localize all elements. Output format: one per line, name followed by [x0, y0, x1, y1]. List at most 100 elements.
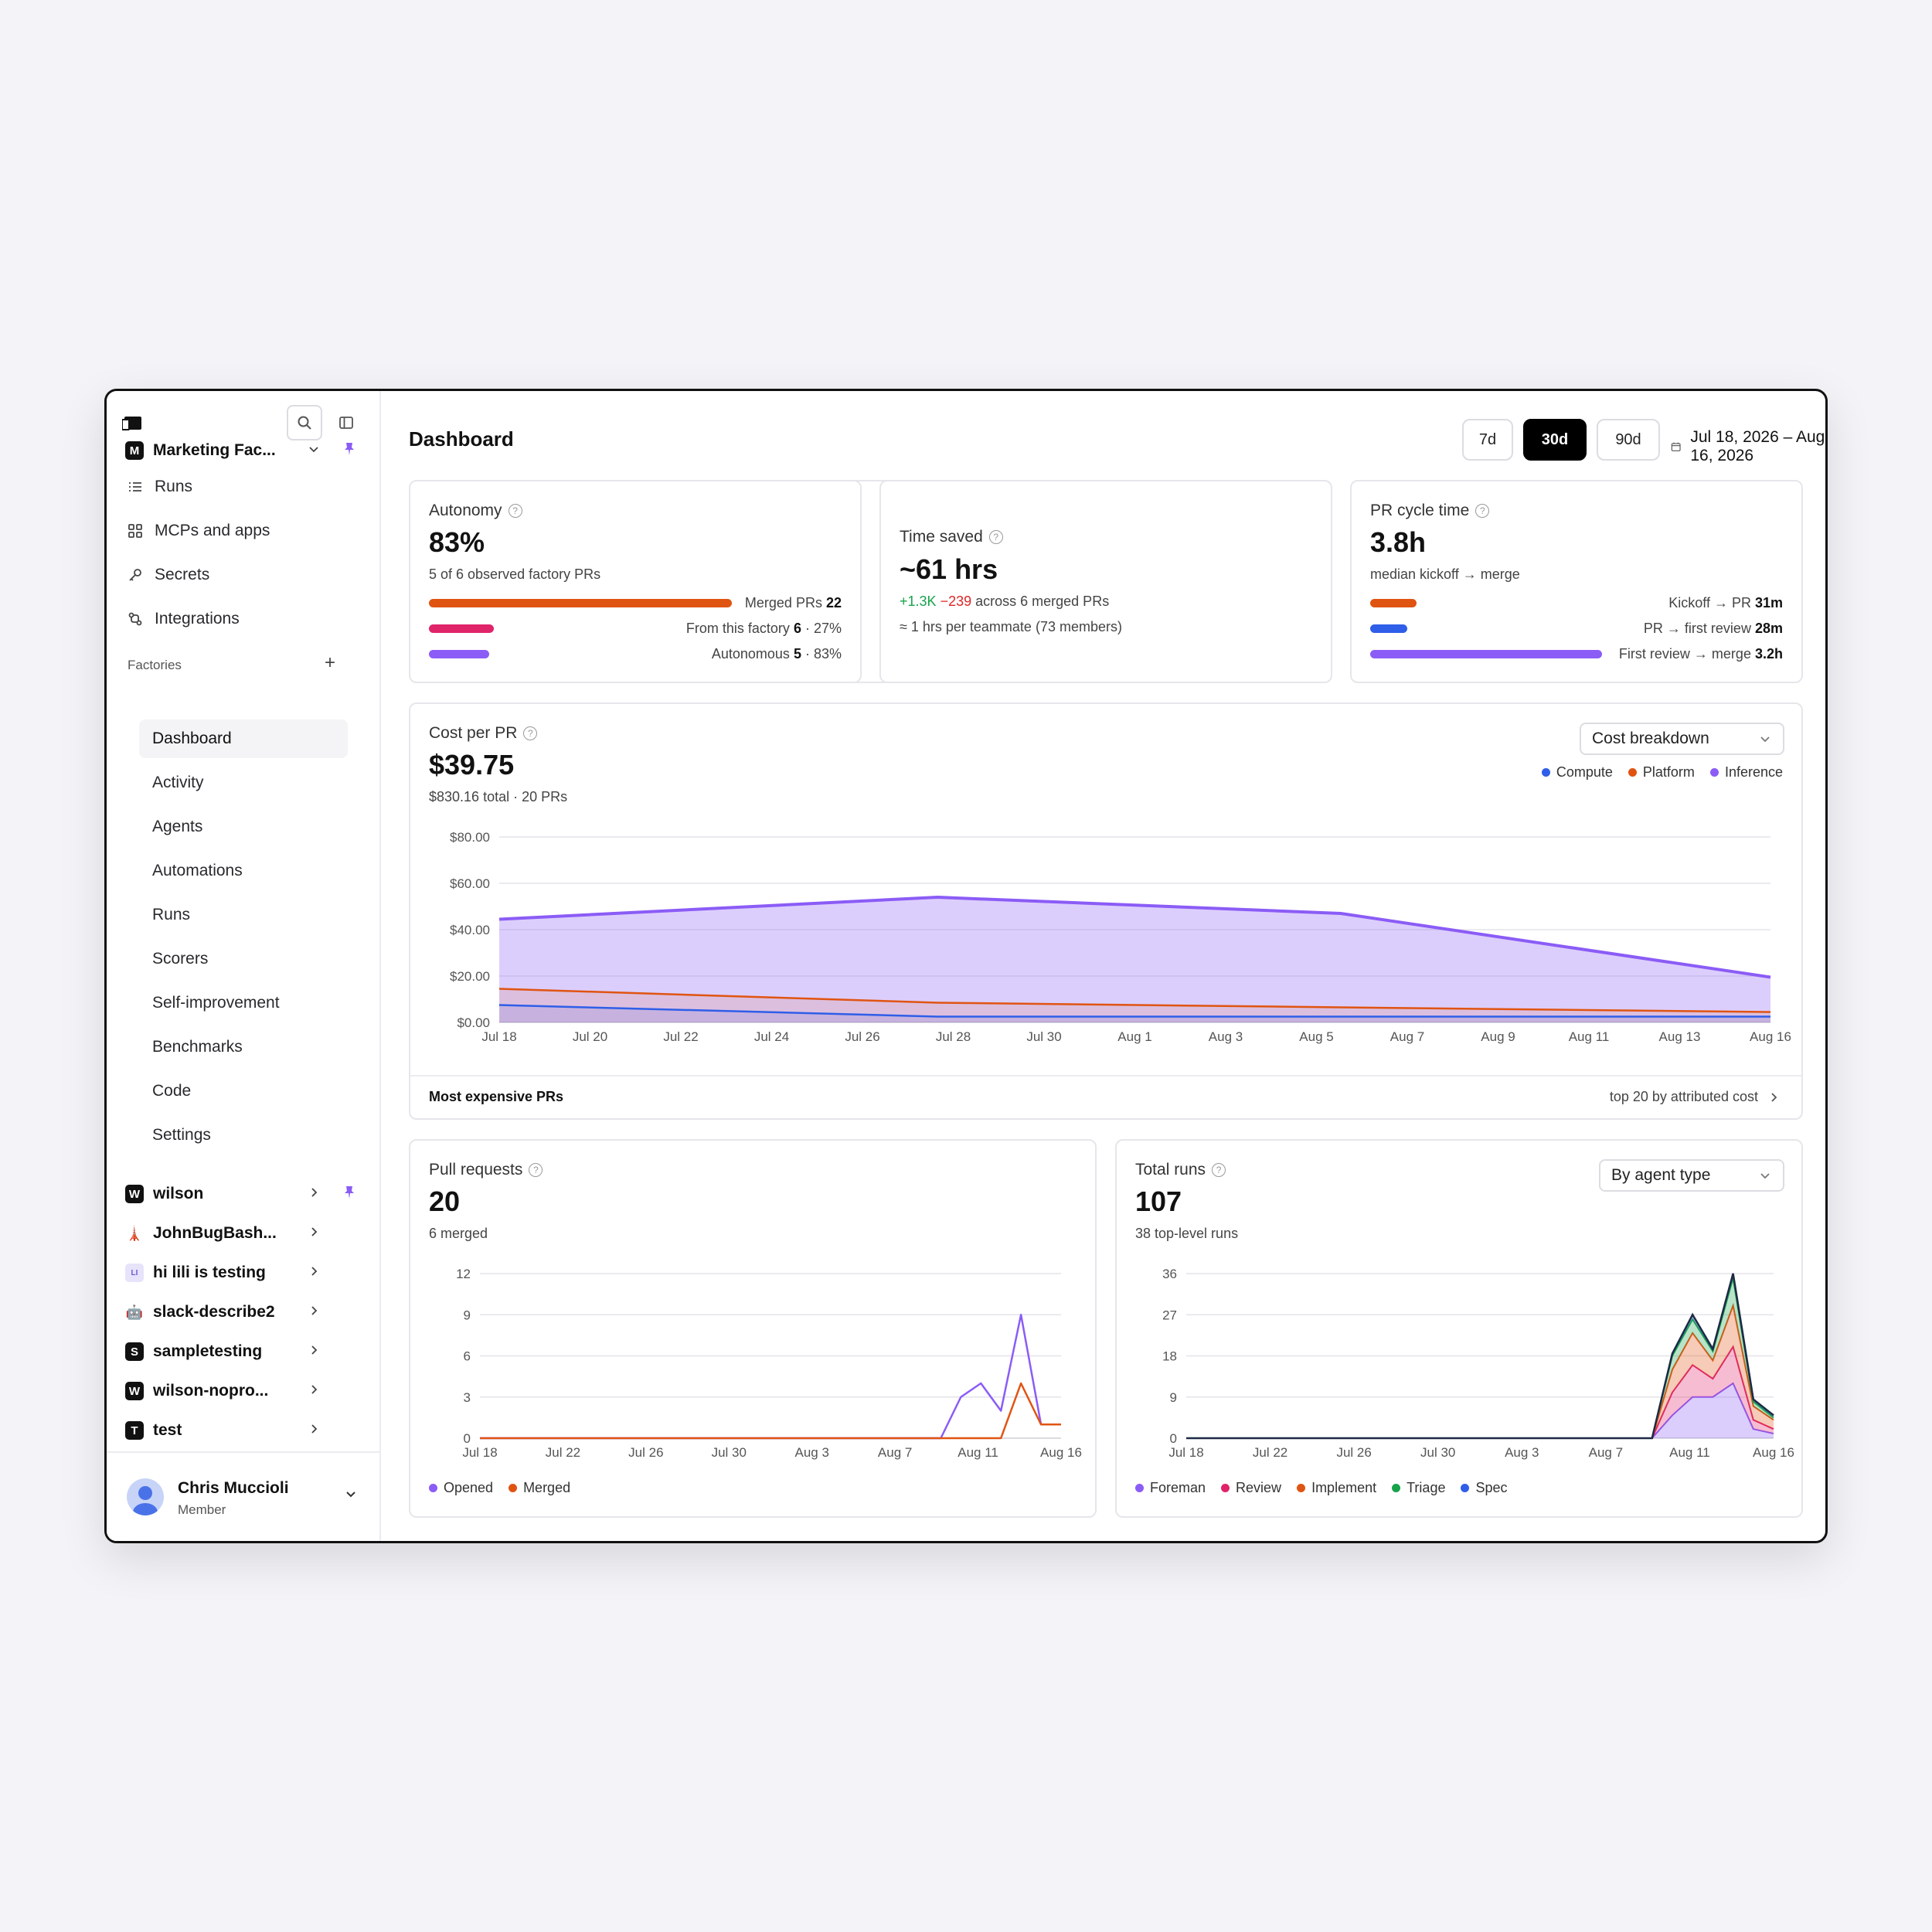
most-expensive-prs-row[interactable]: Most expensive PRs top 20 by attributed … — [410, 1075, 1801, 1118]
legend-item[interactable]: Foreman — [1135, 1480, 1206, 1496]
chevron-right-icon[interactable] — [304, 1344, 323, 1360]
app-logo[interactable] — [122, 414, 144, 431]
pin-icon[interactable] — [342, 1185, 357, 1203]
factory-badge: LI — [125, 1264, 144, 1282]
sidebar-toggle-icon — [339, 417, 353, 429]
legend-item[interactable]: Triage — [1392, 1480, 1445, 1496]
range-30d-button[interactable]: 30d — [1523, 419, 1587, 461]
factory-name: JohnBugBash... — [153, 1224, 277, 1242]
from-factory-bar-fill — [429, 624, 494, 633]
range-7d-button[interactable]: 7d — [1462, 419, 1513, 461]
cost-breakdown-select[interactable]: Cost breakdown — [1580, 723, 1784, 755]
factory-item[interactable]: 🗼 JohnBugBash... — [125, 1218, 357, 1249]
factory-name: wilson-nopro... — [153, 1382, 269, 1400]
time-saved-plus: +1.3K — [900, 594, 937, 609]
help-icon[interactable]: ? — [1475, 504, 1490, 518]
cost-label-text: Cost per PR — [429, 724, 518, 742]
user-menu[interactable]: Chris Muccioli Member — [107, 1451, 379, 1541]
search-button[interactable] — [287, 405, 322, 440]
factory-nav-code[interactable]: Code — [152, 1082, 192, 1100]
legend-label: Foreman — [1150, 1480, 1206, 1495]
date-range-picker[interactable]: Jul 18, 2026 – Aug 16, 2026 — [1671, 428, 1825, 465]
chevron-right-icon[interactable] — [304, 1265, 323, 1281]
legend-dot — [1297, 1484, 1306, 1492]
x-tick-label: Jul 30 — [1420, 1445, 1455, 1460]
chevron-right-icon — [1771, 1092, 1777, 1102]
range-90d-button[interactable]: 90d — [1597, 419, 1660, 461]
x-tick-label: Aug 7 — [878, 1445, 912, 1460]
x-tick-label: Aug 3 — [794, 1445, 828, 1460]
legend-item[interactable]: Review — [1221, 1480, 1281, 1496]
chevron-right-icon[interactable] — [304, 1383, 323, 1400]
total-runs-card: Total runs ? 107 38 top-level runs By ag… — [1115, 1139, 1803, 1518]
chevron-right-icon[interactable] — [304, 1186, 323, 1202]
kickoff-pr-bar: Kickoff → PR 31m — [1370, 595, 1783, 611]
factory-nav-self-improvement[interactable]: Self-improvement — [152, 994, 280, 1012]
legend-item[interactable]: Implement — [1297, 1480, 1376, 1496]
legend-item[interactable]: Platform — [1628, 764, 1695, 781]
legend-dot — [429, 1484, 437, 1492]
chevron-down-icon[interactable] — [344, 1487, 358, 1505]
factory-nav-benchmarks[interactable]: Benchmarks — [152, 1038, 243, 1056]
total-runs-sub: 38 top-level runs — [1135, 1226, 1239, 1241]
help-icon[interactable]: ? — [988, 530, 1003, 544]
x-tick-label: Aug 7 — [1390, 1029, 1424, 1044]
legend-item[interactable]: Merged — [509, 1480, 570, 1496]
factory-item[interactable]: 🤖 slack-describe2 — [125, 1297, 357, 1328]
chevron-right-icon[interactable] — [304, 1226, 323, 1242]
factory-nav-activity[interactable]: Activity — [152, 774, 204, 791]
agent-type-select[interactable]: By agent type — [1599, 1159, 1784, 1192]
x-tick-label: Aug 3 — [1209, 1029, 1243, 1044]
nav-integrations[interactable]: Integrations — [127, 604, 240, 634]
factory-nav-scorers[interactable]: Scorers — [152, 950, 209, 968]
most-expensive-prs-link[interactable]: top 20 by attributed cost — [1610, 1089, 1780, 1105]
chevron-right-icon[interactable] — [304, 1304, 323, 1321]
factory-nav-dashboard[interactable]: Dashboard — [139, 719, 348, 758]
legend-item[interactable]: Opened — [429, 1480, 493, 1496]
help-icon[interactable]: ? — [1212, 1163, 1226, 1177]
legend-item[interactable]: Inference — [1709, 764, 1783, 781]
toggle-sidebar-button[interactable] — [328, 405, 364, 440]
factory-badge: M — [125, 441, 144, 460]
pull-requests-label: Pull requests ? — [429, 1161, 543, 1179]
factory-badge: 🤖 — [125, 1304, 144, 1320]
factory-nav-automations[interactable]: Automations — [152, 862, 243, 879]
autonomous-bar-fill — [429, 650, 489, 658]
main-content: Dashboard 7d 30d 90d Jul 18, 2026 – Aug … — [383, 391, 1825, 1541]
add-factory-button[interactable]: + — [325, 652, 336, 673]
legend-item[interactable]: Spec — [1461, 1480, 1508, 1496]
total-outline — [1186, 1273, 1774, 1440]
factory-item[interactable]: M Marketing Fac... — [125, 435, 357, 466]
legend-item[interactable]: Compute — [1541, 764, 1613, 781]
legend-label: Opened — [444, 1480, 494, 1495]
chevron-down-icon[interactable] — [304, 443, 323, 459]
nav-mcps-and-apps[interactable]: MCPs and apps — [127, 515, 270, 546]
factory-nav-agents[interactable]: Agents — [152, 818, 203, 835]
pull-requests-legend: Opened Merged — [429, 1480, 570, 1496]
nav-runs[interactable]: Runs — [127, 471, 192, 502]
user-role: Member — [178, 1502, 226, 1517]
cost-sub: $830.16 total · 20 PRs — [429, 789, 568, 804]
factory-nav-runs[interactable]: Runs — [152, 906, 191, 923]
factory-nav-settings[interactable]: Settings — [152, 1126, 211, 1144]
series-line-merged — [480, 1382, 1061, 1440]
chevron-right-icon[interactable] — [304, 1423, 323, 1439]
factory-name: sampletesting — [153, 1342, 263, 1360]
legend-label: Inference — [1724, 764, 1783, 780]
pin-icon[interactable] — [342, 442, 357, 460]
nav-secrets[interactable]: Secrets — [127, 560, 209, 590]
x-tick-label: Jul 22 — [1253, 1445, 1287, 1460]
y-tick-label: 0 — [464, 1431, 471, 1446]
autonomy-card: Autonomy ? 83% 5 of 6 observed factory P… — [409, 480, 862, 683]
help-icon[interactable]: ? — [508, 504, 522, 518]
factory-item[interactable]: LI hi lili is testing — [125, 1257, 357, 1288]
legend-dot — [1221, 1484, 1230, 1492]
series-line-foreman — [1186, 1382, 1774, 1439]
integrations-icon — [128, 612, 142, 626]
help-icon[interactable]: ? — [523, 726, 538, 740]
help-icon[interactable]: ? — [529, 1163, 543, 1177]
